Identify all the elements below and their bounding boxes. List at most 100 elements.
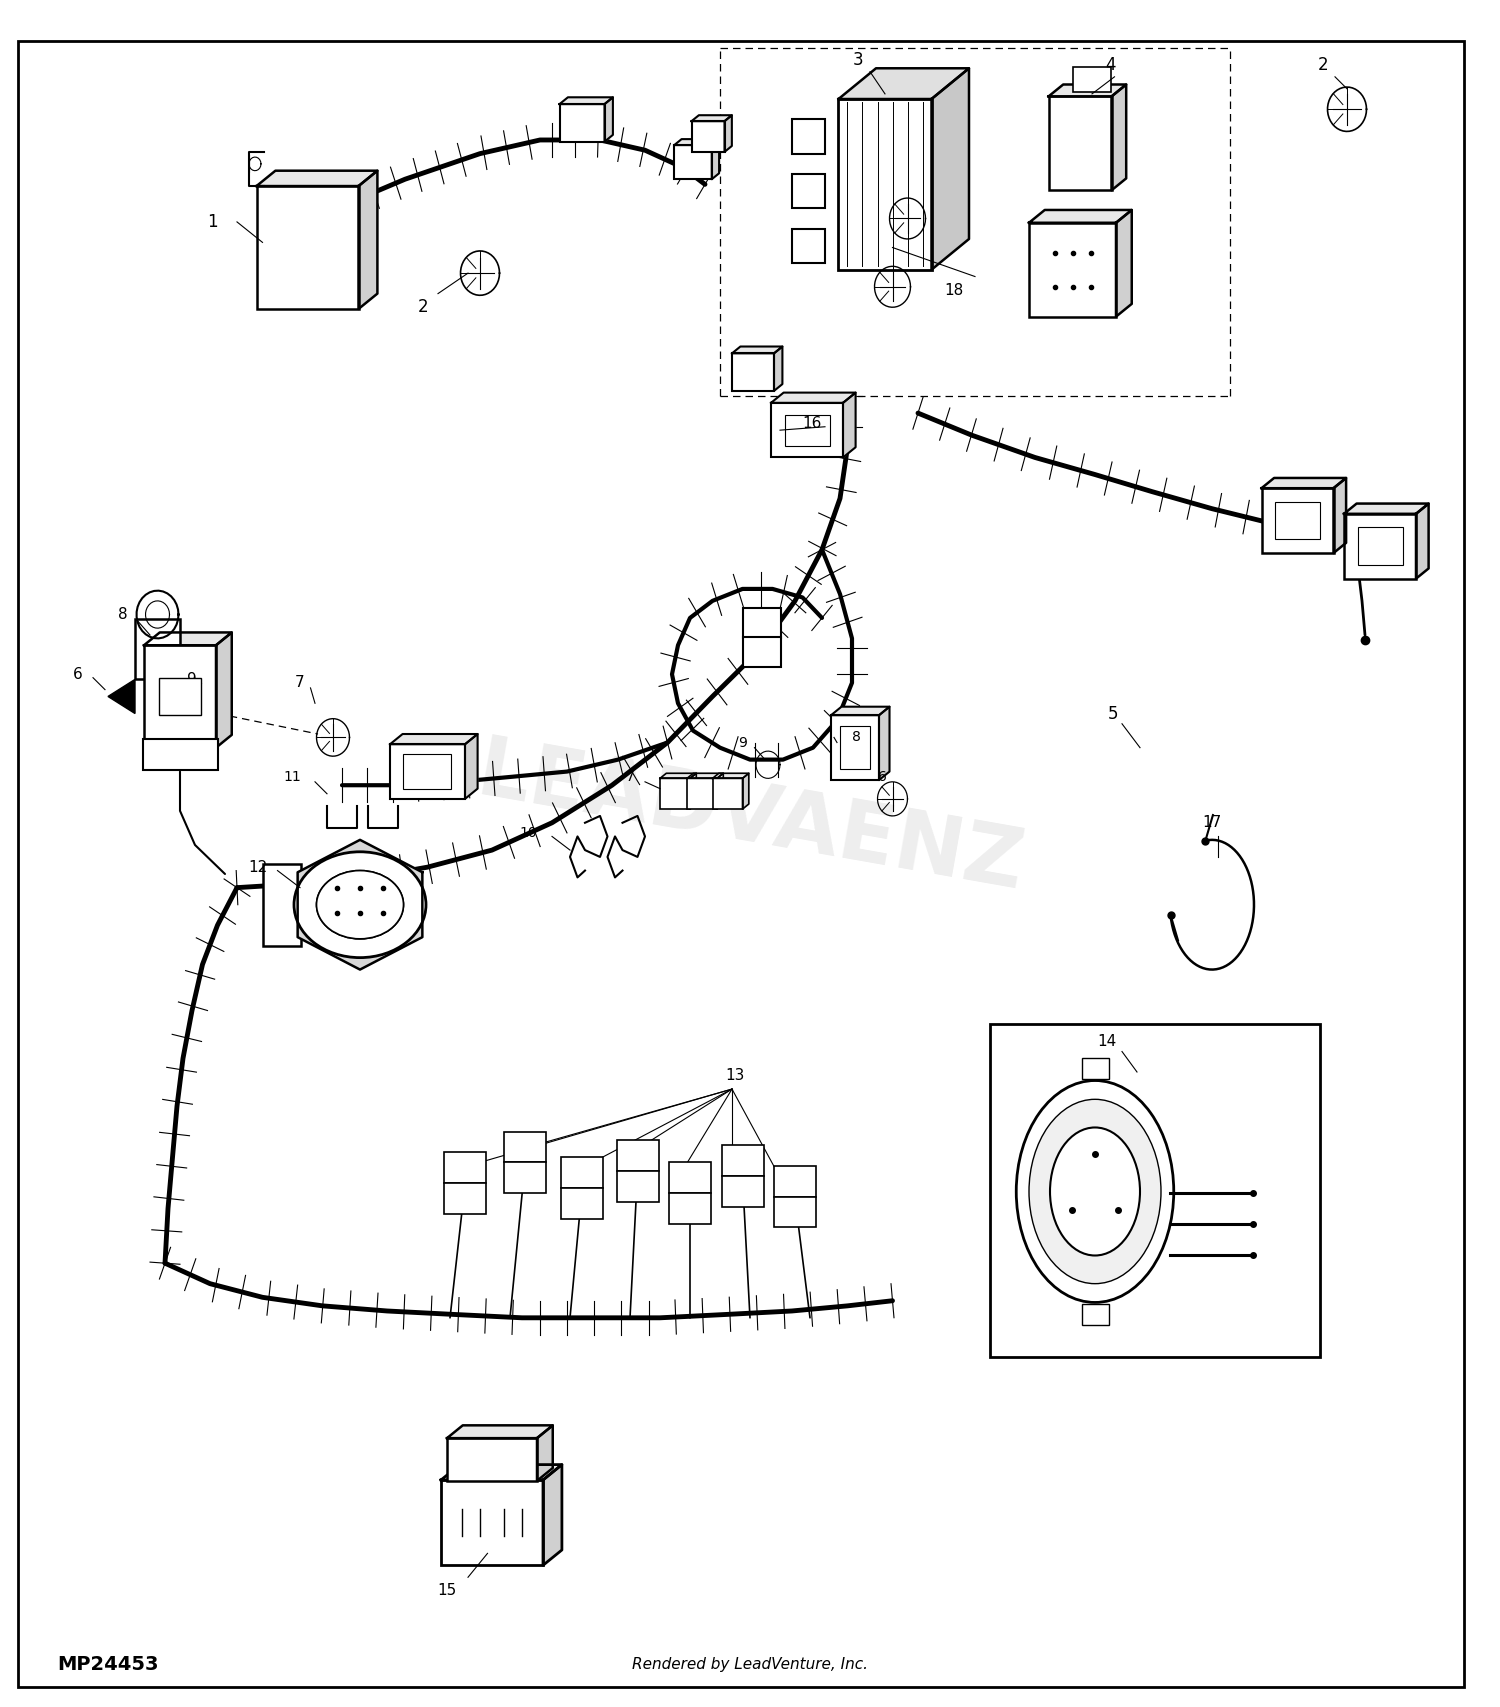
Polygon shape [358,171,378,309]
Bar [774,1166,816,1197]
Ellipse shape [316,871,404,939]
Bar [669,1193,711,1224]
Bar [660,778,690,809]
Ellipse shape [1017,1081,1173,1302]
Polygon shape [1344,504,1428,514]
Text: 16: 16 [802,417,822,430]
Polygon shape [660,773,696,778]
Bar [561,1188,603,1219]
Ellipse shape [294,852,426,958]
Polygon shape [560,97,614,104]
Polygon shape [256,171,378,186]
Text: 9: 9 [188,673,196,686]
Bar [840,725,870,768]
Bar [831,715,879,780]
Bar [444,1183,486,1214]
Polygon shape [1262,478,1346,488]
Polygon shape [144,633,231,645]
Bar [1275,502,1320,539]
Polygon shape [1112,84,1126,189]
Bar [390,744,465,799]
Bar [444,1152,486,1183]
Text: 11: 11 [284,770,302,784]
Text: 10: 10 [519,826,537,840]
Ellipse shape [1050,1127,1140,1256]
Text: 7: 7 [626,770,634,784]
Text: 18: 18 [945,283,963,297]
Polygon shape [216,633,231,748]
Bar [1082,1058,1108,1079]
Text: 2: 2 [1317,56,1329,73]
Text: 6: 6 [74,667,82,681]
Bar [687,778,717,809]
Bar [1262,488,1334,553]
Text: 3: 3 [852,51,864,68]
Bar [1048,96,1112,189]
Bar [159,678,201,715]
Bar [616,1140,658,1171]
Bar [1082,1304,1108,1325]
Bar [771,403,843,457]
Text: 17: 17 [1203,816,1221,830]
Bar [616,1171,658,1202]
Bar [264,864,300,946]
Bar [1358,527,1402,565]
Bar [504,1162,546,1193]
Polygon shape [717,773,723,809]
Polygon shape [843,393,855,457]
Polygon shape [675,140,718,145]
Bar [142,739,218,770]
Bar [732,353,774,391]
Bar [504,1132,546,1162]
Bar [712,778,742,809]
Text: LEADVAENZ: LEADVAENZ [470,731,1030,908]
Polygon shape [774,347,783,391]
Polygon shape [692,116,732,121]
Bar [990,1024,1320,1357]
Polygon shape [932,68,969,270]
Bar [744,637,780,667]
Text: 13: 13 [726,1069,744,1082]
Text: 9: 9 [738,736,747,749]
Bar [784,415,830,446]
Text: 7: 7 [296,676,304,690]
Polygon shape [831,707,890,715]
Bar [774,1197,816,1227]
Polygon shape [839,68,969,99]
Polygon shape [712,773,748,778]
Text: 6: 6 [878,770,886,784]
Polygon shape [1416,504,1428,579]
Bar [692,121,724,152]
Bar [256,186,358,309]
Text: 15: 15 [438,1584,456,1598]
Polygon shape [604,97,613,142]
Bar [447,1437,537,1482]
Polygon shape [390,734,477,744]
Polygon shape [690,773,696,809]
Bar [1344,514,1416,579]
Polygon shape [724,116,732,152]
Text: Rendered by LeadVenture, Inc.: Rendered by LeadVenture, Inc. [632,1657,868,1671]
Polygon shape [771,393,855,403]
Bar [560,104,604,142]
Bar [669,1162,711,1193]
Text: 8: 8 [852,731,861,744]
Polygon shape [1334,478,1346,553]
Bar [744,608,780,638]
Bar [839,99,932,270]
Bar [441,1480,543,1565]
Polygon shape [297,840,423,970]
Polygon shape [711,140,718,179]
Bar [144,645,216,748]
Bar [135,618,180,678]
Bar [722,1145,764,1176]
Polygon shape [1116,210,1131,318]
Bar [1074,67,1110,92]
Bar [792,229,825,263]
Polygon shape [465,734,477,799]
Bar [722,1176,764,1207]
Polygon shape [1048,84,1126,96]
Bar [404,754,451,789]
Bar [561,1157,603,1188]
Text: 8: 8 [118,608,128,621]
